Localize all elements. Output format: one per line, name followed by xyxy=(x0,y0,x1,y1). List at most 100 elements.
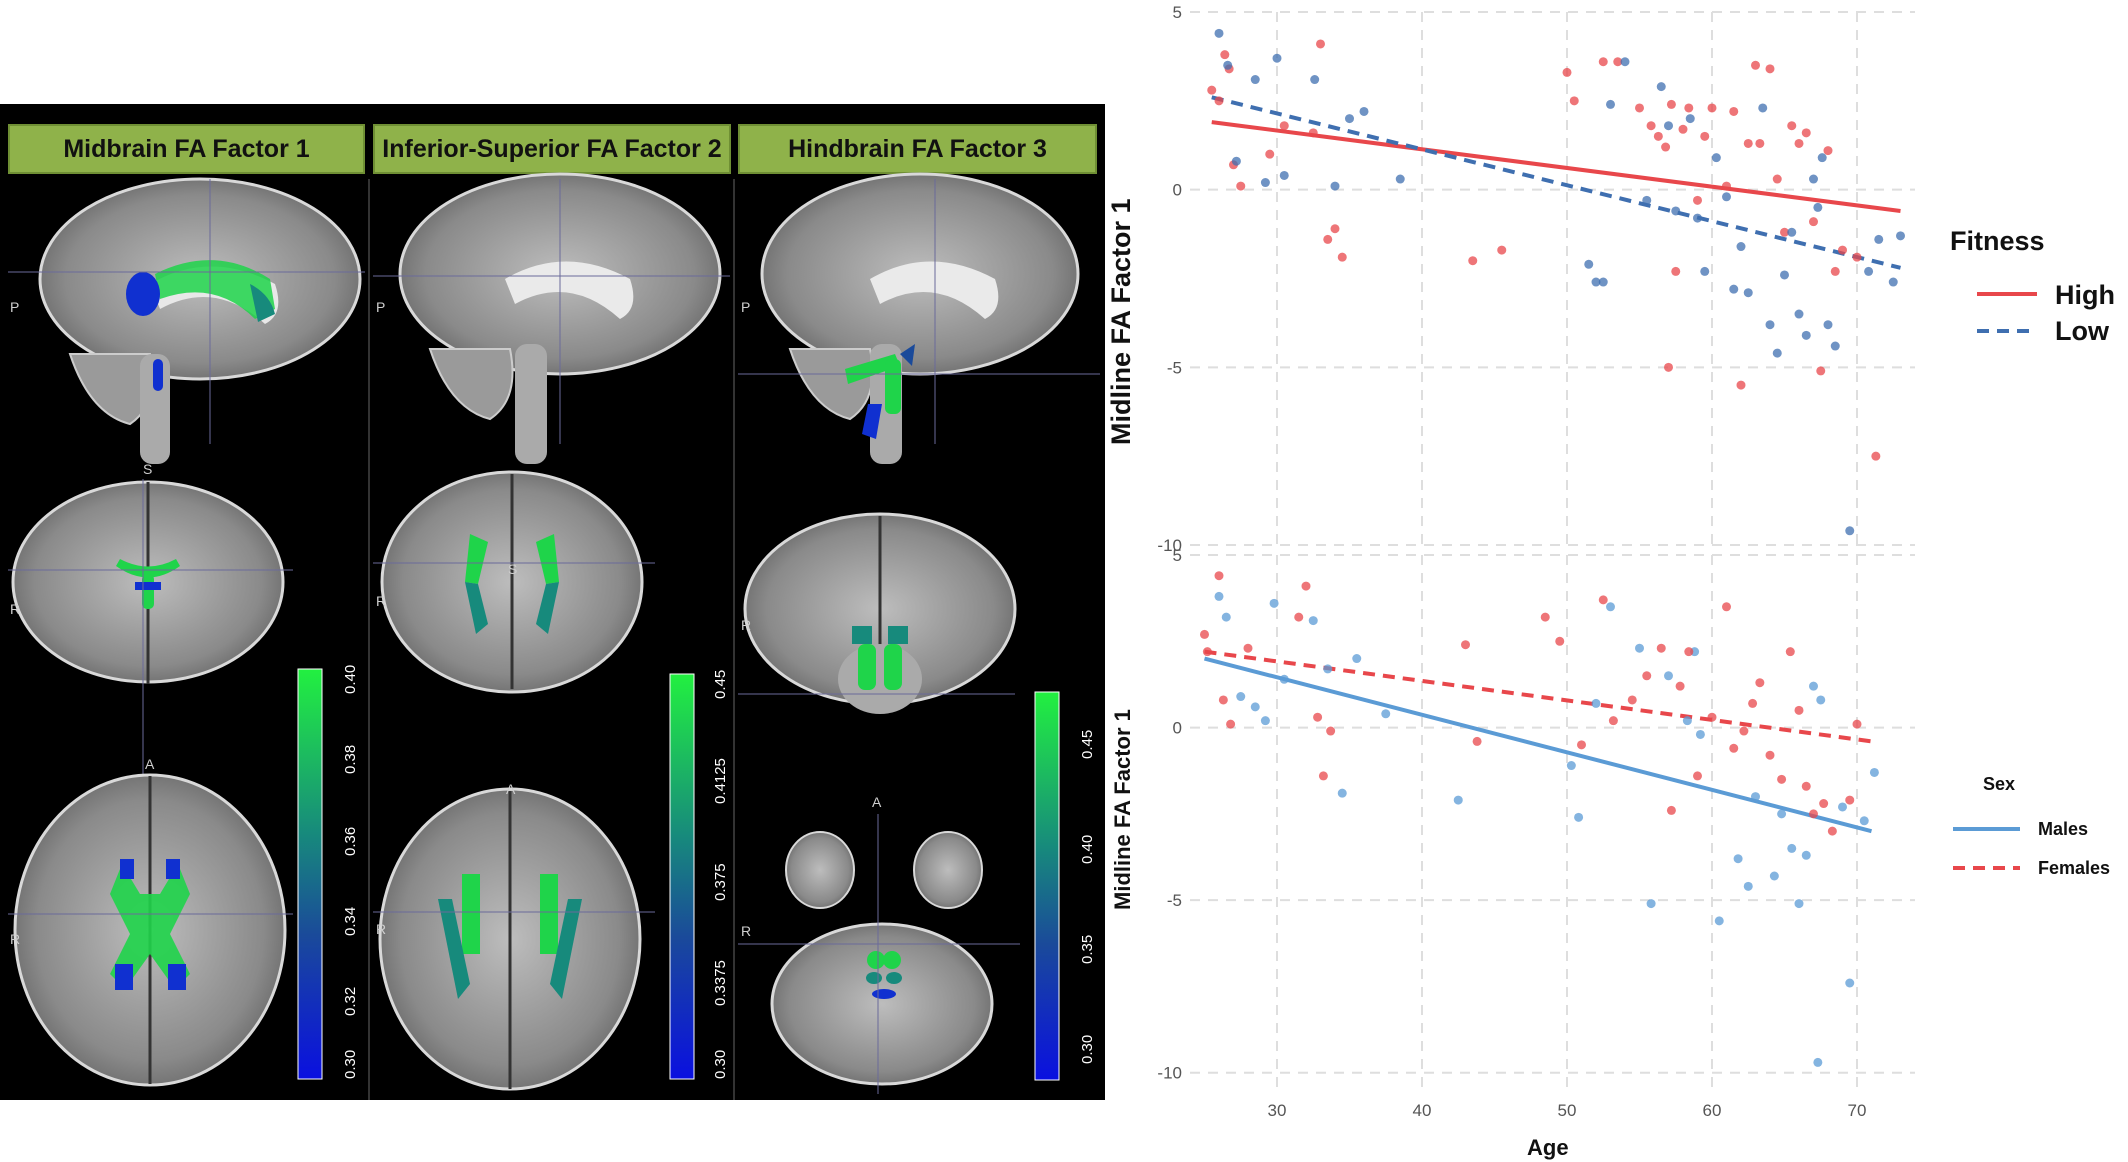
point-low xyxy=(1794,309,1804,319)
plot-fitness-points xyxy=(1207,28,1905,536)
point-low xyxy=(1772,348,1782,358)
point-low xyxy=(1765,320,1775,330)
point-females xyxy=(1598,595,1608,605)
panel-header-midbrain: Midbrain FA Factor 1 xyxy=(8,124,365,174)
point-low xyxy=(1736,242,1746,252)
point-females xyxy=(1827,826,1837,836)
point-females xyxy=(1684,647,1694,657)
label-s-2: S xyxy=(508,561,517,577)
point-high xyxy=(1207,85,1217,95)
point-females xyxy=(1461,640,1470,650)
cbar3-tick-0: 0.45 xyxy=(1079,730,1096,759)
point-females xyxy=(1801,781,1811,791)
point-high xyxy=(1653,131,1663,141)
point-males xyxy=(1308,616,1318,626)
point-males xyxy=(1606,602,1615,612)
point-low xyxy=(1801,330,1811,340)
point-males xyxy=(1845,978,1855,988)
point-females xyxy=(1577,740,1586,750)
cbar2-tick-1: 0.4125 xyxy=(712,758,729,804)
plot-sex-trendlines xyxy=(1203,649,1873,834)
point-males xyxy=(1236,692,1246,702)
point-high xyxy=(1700,131,1710,141)
point-low xyxy=(1620,57,1630,67)
y-tick-label: 0 xyxy=(1173,181,1182,200)
x-tick-label: 30 xyxy=(1268,1101,1287,1120)
point-low xyxy=(1874,234,1884,244)
point-females xyxy=(1656,643,1666,653)
point-high xyxy=(1852,252,1862,262)
scatter-plots: 50-5-10 Midline FA Factor 1 Fitness High… xyxy=(1106,3,2115,1160)
point-high xyxy=(1871,451,1881,461)
point-males xyxy=(1733,854,1743,864)
y-tick-label: -10 xyxy=(1157,1064,1182,1083)
point-high xyxy=(1497,245,1507,255)
point-males xyxy=(1809,681,1818,691)
point-females xyxy=(1794,705,1804,715)
sagittal-slice: P xyxy=(8,177,365,464)
point-females xyxy=(1214,571,1224,581)
point-high xyxy=(1214,96,1224,106)
colorbar-1: 0.40 0.38 0.36 0.34 0.32 0.30 xyxy=(297,665,359,1080)
plot-sex-grid xyxy=(1190,554,1915,1090)
point-males xyxy=(1714,916,1724,926)
point-high xyxy=(1780,227,1789,237)
point-low xyxy=(1642,195,1652,205)
point-high xyxy=(1751,60,1760,70)
plot-fitness-yticks: 5 0 -5 -10 xyxy=(1157,3,1182,555)
point-high xyxy=(1279,121,1289,131)
point-low xyxy=(1809,174,1818,184)
point-low xyxy=(1830,341,1840,351)
point-males xyxy=(1869,767,1879,777)
label-a-1: A xyxy=(145,756,155,772)
point-males xyxy=(1646,899,1656,909)
point-high xyxy=(1684,103,1694,113)
point-high xyxy=(1635,103,1644,113)
plot-sex-xticks: 30 40 50 60 70 xyxy=(1268,1101,1867,1120)
point-high xyxy=(1838,245,1847,255)
point-males xyxy=(1743,881,1753,891)
point-low xyxy=(1584,259,1594,269)
point-low xyxy=(1896,231,1905,241)
point-low xyxy=(1359,106,1369,116)
label-p-3: P xyxy=(741,299,750,315)
label-r-3: R xyxy=(741,617,751,633)
colorbar-3: 0.45 0.40 0.35 0.30 xyxy=(1034,691,1096,1081)
point-high xyxy=(1743,138,1753,148)
point-females xyxy=(1218,695,1228,705)
point-high xyxy=(1693,195,1702,205)
cbar1-tick-5: 0.30 xyxy=(342,1050,359,1079)
point-high xyxy=(1722,181,1731,191)
point-females xyxy=(1755,678,1765,688)
point-males xyxy=(1816,695,1826,705)
x-tick-label: 50 xyxy=(1558,1101,1577,1120)
y-tick-label: 5 xyxy=(1173,3,1182,22)
point-males xyxy=(1337,788,1347,798)
cbar1-tick-3: 0.34 xyxy=(342,907,359,936)
point-low xyxy=(1711,153,1721,163)
point-high xyxy=(1646,121,1656,131)
point-males xyxy=(1260,716,1270,726)
cbar1-tick-0: 0.40 xyxy=(342,665,359,694)
point-low xyxy=(1310,75,1320,85)
point-males xyxy=(1566,761,1576,771)
point-females xyxy=(1472,736,1482,746)
point-females xyxy=(1722,602,1731,612)
point-low xyxy=(1813,202,1823,212)
cbar2-tick-4: 0.30 xyxy=(712,1050,729,1079)
cbar3-tick-1: 0.40 xyxy=(1079,835,1096,864)
legend-high-label: High xyxy=(2055,280,2115,310)
point-high xyxy=(1729,106,1739,116)
cbar2-tick-0: 0.45 xyxy=(712,670,729,699)
trendline-low xyxy=(1211,95,1901,270)
plot-sex: 50-5-10 30 40 50 60 70 Midline FA Factor 1 A… xyxy=(1110,546,2110,1160)
point-high xyxy=(1816,366,1826,376)
point-low xyxy=(1250,75,1260,85)
point-females xyxy=(1608,716,1618,726)
point-high xyxy=(1830,266,1840,276)
point-low xyxy=(1700,266,1710,276)
point-high xyxy=(1794,138,1804,148)
plot-fitness-ylabel: Midline FA Factor 1 xyxy=(1106,198,1136,445)
point-low xyxy=(1656,82,1666,92)
point-high xyxy=(1236,181,1246,191)
